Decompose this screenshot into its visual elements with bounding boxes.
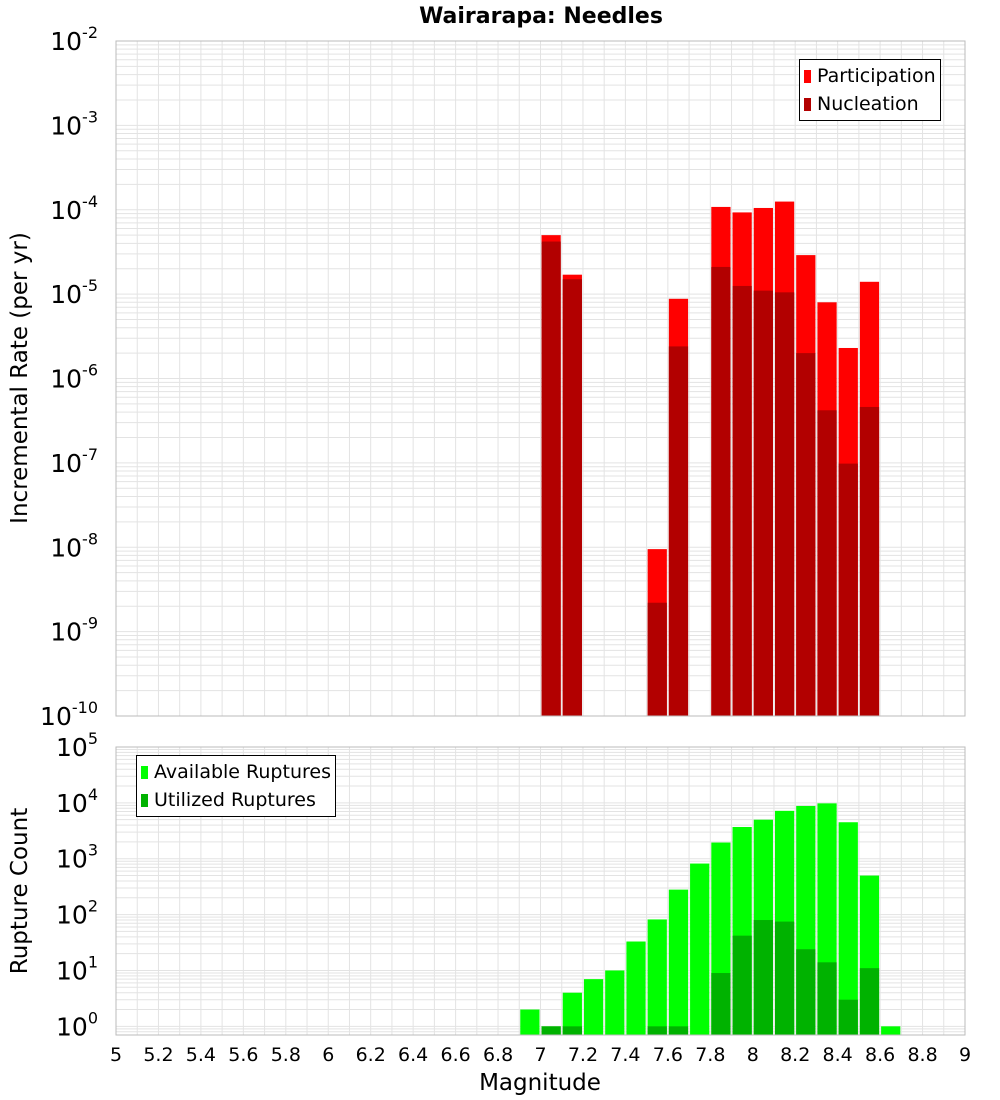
rate-ytick-label: 10-4 (50, 192, 98, 225)
x-tick-label: 6.6 (440, 1044, 470, 1066)
rate-bar-nucleation (859, 406, 880, 716)
count-bar-available-ruptures (838, 822, 858, 1035)
x-tick-label: 6.2 (356, 1044, 386, 1066)
legend-label-participation: Participation (817, 65, 936, 87)
count-bar-utilized-ruptures (774, 921, 795, 1035)
rate-bar-nucleation (711, 266, 731, 716)
x-tick-label: 8.8 (907, 1044, 937, 1066)
count-ytick-label: 105 (56, 729, 98, 762)
x-tick-label: 8 (747, 1044, 759, 1066)
x-tick-label: 7.2 (568, 1044, 598, 1066)
rate-bar-nucleation (668, 346, 689, 716)
rate-bar-nucleation (541, 241, 561, 717)
count-bar-available-ruptures (562, 992, 582, 1035)
x-tick-label: 6 (322, 1044, 334, 1066)
count-bar-utilized-ruptures (753, 920, 773, 1035)
rate-bar-nucleation (753, 290, 773, 716)
x-axis-label: Magnitude (479, 1070, 601, 1096)
rate-ytick-label: 10-3 (50, 107, 98, 140)
chart-title: Wairarapa: Needles (419, 4, 663, 29)
count-bar-utilized-ruptures (711, 973, 731, 1035)
count-bar-utilized-ruptures (859, 968, 880, 1035)
legend-item-available: Available Ruptures (141, 758, 331, 786)
x-tick-label: 8.6 (865, 1044, 895, 1066)
x-tick-label: 5.2 (143, 1044, 173, 1066)
legend-item-utilized: Utilized Ruptures (141, 786, 331, 814)
count-bar-available-ruptures (881, 1026, 901, 1035)
legend-rate: Participation Nucleation (799, 59, 941, 121)
rate-ytick-label: 10-7 (50, 445, 98, 478)
count-ytick-label: 104 (56, 785, 98, 818)
rate-ytick-label: 10-8 (50, 529, 98, 562)
x-tick-label: 7.8 (695, 1044, 725, 1066)
x-tick-label: 8.2 (780, 1044, 810, 1066)
count-bar-utilized-ruptures (541, 1026, 561, 1035)
count-bar-utilized-ruptures (647, 1026, 667, 1035)
count-bar-available-ruptures (520, 1009, 540, 1035)
rate-ytick-label: 10-5 (50, 276, 98, 309)
count-y-axis-label: Rupture Count (7, 808, 33, 974)
legend-label-nucleation: Nucleation (817, 93, 919, 115)
nucleation-swatch (804, 97, 811, 111)
x-tick-label: 8.4 (823, 1044, 853, 1066)
count-ytick-label: 102 (56, 897, 98, 930)
rate-bar-nucleation (774, 292, 795, 716)
utilized-swatch (141, 793, 148, 807)
x-tick-label: 6.4 (398, 1044, 428, 1066)
rate-ytick-label: 10-10 (40, 698, 98, 731)
x-tick-label: 7 (534, 1044, 546, 1066)
count-bar-available-ruptures (690, 863, 710, 1035)
count-ytick-label: 101 (56, 952, 98, 985)
rate-bar-nucleation (732, 285, 752, 716)
count-bar-available-ruptures (647, 919, 667, 1035)
rate-ytick-label: 10-2 (50, 23, 98, 56)
rate-ytick-label: 10-9 (50, 614, 98, 647)
count-bar-utilized-ruptures (732, 935, 752, 1035)
count-bar-available-ruptures (605, 970, 625, 1035)
rate-bar-nucleation (562, 279, 582, 716)
rate-y-axis-label: Incremental Rate (per yr) (7, 232, 33, 524)
x-tick-label: 7.4 (610, 1044, 640, 1066)
count-ytick-label: 100 (56, 1008, 98, 1041)
count-bar-available-ruptures (668, 889, 689, 1035)
count-ytick-label: 103 (56, 841, 98, 874)
count-bar-utilized-ruptures (668, 1026, 689, 1035)
legend-label-available: Available Ruptures (154, 761, 331, 783)
count-bar-utilized-ruptures (838, 999, 858, 1035)
count-plot-border (115, 746, 966, 1036)
x-tick-label: 5.8 (271, 1044, 301, 1066)
participation-swatch (804, 69, 811, 83)
count-bar-available-ruptures (583, 979, 604, 1035)
x-tick-label: 6.8 (483, 1044, 513, 1066)
x-tick-label: 9 (959, 1044, 971, 1066)
legend-item-nucleation: Nucleation (804, 90, 936, 118)
x-tick-label: 5.4 (186, 1044, 216, 1066)
rate-bar-nucleation (838, 463, 858, 716)
count-bar-utilized-ruptures (562, 1026, 582, 1035)
rate-bar-nucleation (647, 602, 667, 716)
x-tick-label: 7.6 (653, 1044, 683, 1066)
count-bar-utilized-ruptures (817, 962, 837, 1035)
x-tick-label: 5 (110, 1044, 122, 1066)
rate-ytick-label: 10-6 (50, 361, 98, 394)
count-bar-utilized-ruptures (796, 949, 816, 1035)
x-tick-label: 5.6 (228, 1044, 258, 1066)
count-bar-available-ruptures (626, 941, 646, 1035)
rate-plot-border (115, 40, 966, 717)
rate-bar-nucleation (796, 353, 816, 716)
legend-label-utilized: Utilized Ruptures (154, 789, 316, 811)
legend-item-participation: Participation (804, 62, 936, 90)
legend-rupture-count: Available Ruptures Utilized Ruptures (136, 755, 336, 817)
rate-bar-nucleation (817, 410, 837, 716)
available-swatch (141, 765, 148, 779)
